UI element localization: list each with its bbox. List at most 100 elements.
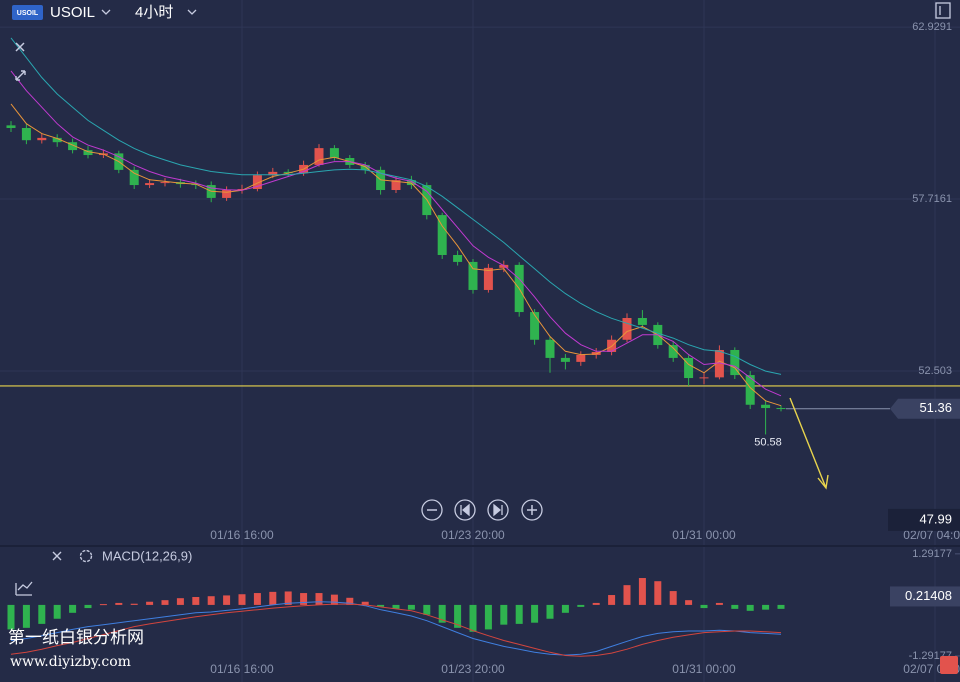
histogram-bar <box>407 604 415 610</box>
histogram-bar <box>315 593 323 605</box>
candle-body <box>406 180 416 186</box>
indicator-button[interactable] <box>15 581 33 596</box>
close-indicators[interactable] <box>15 42 25 52</box>
y-tick-label: 52.503 <box>918 365 952 377</box>
macd-settings[interactable] <box>79 549 93 563</box>
histogram-bar <box>284 591 292 605</box>
histogram-bar <box>623 585 631 605</box>
histogram-bar <box>500 604 508 625</box>
moving-average <box>10 103 782 407</box>
zoom-out[interactable] <box>421 499 443 521</box>
moving-average <box>10 37 782 375</box>
histogram-bar <box>531 604 539 623</box>
candle-body <box>129 169 139 186</box>
scroll-start[interactable] <box>454 499 476 521</box>
histogram-bar <box>469 604 477 632</box>
x-tick-label: 01/31 00:00 <box>672 662 736 676</box>
candle-body <box>283 171 293 174</box>
histogram-bar <box>654 581 662 605</box>
histogram-bar <box>192 597 200 605</box>
histogram-bar <box>346 597 354 605</box>
macd-title: MACD(12,26,9) <box>102 548 192 563</box>
candle-body <box>314 148 324 165</box>
symbol-dropdown[interactable] <box>101 9 111 15</box>
close-macd[interactable] <box>52 551 62 561</box>
x-tick-label: 01/23 20:00 <box>441 528 505 542</box>
histogram-bar <box>269 591 277 605</box>
candle-body <box>453 254 463 262</box>
histogram-bar <box>392 604 400 609</box>
candle-body <box>237 189 247 191</box>
range-low-box <box>888 508 960 531</box>
histogram-bar <box>592 602 600 605</box>
histogram-bar <box>515 604 523 624</box>
histogram-bar <box>361 601 369 605</box>
candle-body <box>668 345 678 358</box>
histogram-bar <box>638 578 646 605</box>
histogram-bar <box>161 600 169 605</box>
candle-body <box>499 264 509 268</box>
candle-body <box>745 375 755 405</box>
candle-body <box>761 404 771 409</box>
candle-body <box>6 125 16 128</box>
macd-line <box>10 601 782 656</box>
watermark-url: www.diyizby.com <box>10 654 131 670</box>
histogram-bar <box>438 604 446 623</box>
button-icon <box>460 503 470 517</box>
histogram-bar <box>731 604 739 609</box>
histogram-bar <box>99 604 107 606</box>
candle-body <box>68 142 78 151</box>
histogram-bar <box>253 593 261 605</box>
y-tick-label: 57.7161 <box>912 193 952 205</box>
histogram-bar <box>746 604 754 611</box>
candle-body <box>684 357 694 379</box>
histogram-bar <box>69 604 77 613</box>
histogram-bar <box>561 604 569 613</box>
candle-body <box>52 137 62 143</box>
candle-body <box>576 354 586 362</box>
x-tick-label: 02/07 04:00 <box>903 528 960 542</box>
layout-button[interactable] <box>935 2 951 19</box>
candle-body <box>21 127 31 141</box>
macd-line <box>10 603 782 657</box>
x-tick-label: 01/16 16:00 <box>210 528 274 542</box>
moving-average <box>10 70 782 397</box>
histogram-bar <box>53 604 61 619</box>
histogram-bar <box>223 595 231 605</box>
candle-body <box>360 164 370 170</box>
price-panel: 62.9291 57.7161 52.503 01/16 16:00 01/23 20:… <box>0 21 960 542</box>
candle-body <box>222 190 232 198</box>
zoom-in[interactable] <box>521 499 543 521</box>
collapse-button[interactable] <box>15 70 26 81</box>
last-value-box <box>890 586 960 607</box>
histogram-bar <box>484 604 492 630</box>
candle-body <box>530 312 540 340</box>
candle-body <box>268 171 278 176</box>
histogram-bar <box>423 604 431 615</box>
button-icon <box>527 505 537 515</box>
button-icon <box>493 503 503 517</box>
layout-icon <box>935 2 951 19</box>
histogram-bar <box>7 604 15 630</box>
histogram-bar <box>130 603 138 605</box>
histogram-bar <box>608 595 616 605</box>
candle-body <box>391 180 401 191</box>
symbol[interactable]: USOIL <box>50 4 95 21</box>
candle-body <box>730 349 740 376</box>
interval[interactable]: 4小时 <box>135 4 173 21</box>
interval-dropdown[interactable] <box>187 9 197 15</box>
histogram-bar <box>715 602 723 605</box>
last-value-label: 0.21408 <box>905 588 952 603</box>
candle-body <box>560 357 570 362</box>
candle-body <box>160 182 170 184</box>
candle-body <box>483 267 493 290</box>
candle-body <box>145 183 155 186</box>
scroll-end[interactable] <box>487 499 509 521</box>
histogram-bar <box>115 602 123 605</box>
histogram-bar <box>238 594 246 605</box>
candle-body <box>252 175 262 190</box>
histogram-bar <box>146 601 154 605</box>
price-label: 51.36 <box>919 400 952 415</box>
